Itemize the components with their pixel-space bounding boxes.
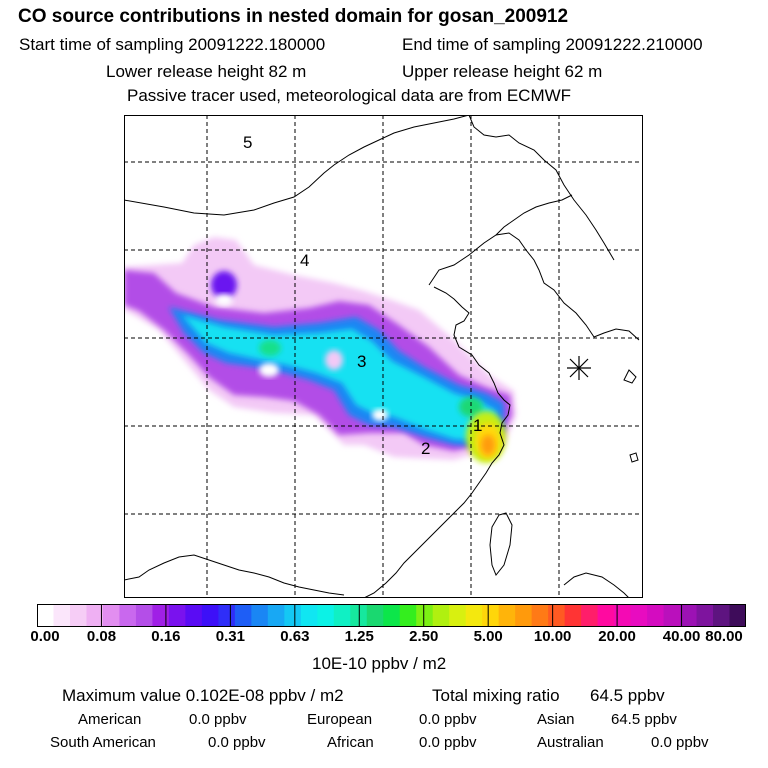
colorbar-cell [614, 604, 632, 627]
map-panel: 5 4 3 2 1 [124, 115, 643, 598]
source-value-european: 0.0 ppbv [419, 711, 477, 728]
colorbar-cell [548, 604, 566, 627]
colorbar-cell [119, 604, 137, 627]
colorbar-cell [416, 604, 434, 627]
source-label-american: American [78, 711, 142, 728]
colorbar-cell [515, 604, 533, 627]
colorbar-tick-label: 0.31 [215, 628, 245, 645]
colorbar-cell [333, 604, 351, 627]
colorbar-cell [564, 604, 582, 627]
colorbar-cell [37, 604, 55, 627]
colorbar-tick-label: 10.00 [533, 628, 572, 645]
colorbar-tick-label: 1.25 [344, 628, 374, 645]
region-label: 5 [243, 133, 252, 152]
colorbar-tick-label: 0.08 [86, 628, 117, 645]
upper-release-height: Upper release height 62 m [402, 62, 603, 81]
colorbar-cell [663, 604, 681, 627]
maximum-value: Maximum value 0.102E-08 ppbv / m2 [62, 686, 344, 705]
colorbar-cell [267, 604, 285, 627]
start-time: Start time of sampling 20091222.180000 [19, 35, 326, 54]
colorbar-cell [597, 604, 615, 627]
graticule [124, 115, 643, 598]
colorbar [37, 604, 746, 627]
plume-field [124, 237, 516, 463]
colorbar-cell [152, 604, 170, 627]
receptor-asterisk-icon [567, 356, 591, 380]
colorbar-tick-label: 0.16 [151, 628, 181, 645]
colorbar-cell [465, 604, 483, 627]
region-label: 3 [357, 352, 366, 371]
colorbar-cell [69, 604, 88, 627]
colorbar-tick-label: 20.00 [598, 628, 636, 645]
colorbar-cell [102, 604, 121, 627]
colorbar-cell [300, 604, 318, 627]
source-label-european: European [307, 711, 373, 728]
colorbar-cell [284, 604, 302, 627]
colorbar-cell [168, 604, 186, 627]
colorbar-cell [86, 604, 104, 627]
colorbar-cell [185, 604, 203, 627]
source-label-south-american: South American [50, 734, 156, 751]
source-label-australian: Australian [537, 734, 604, 751]
colorbar-cell [53, 604, 71, 627]
colorbar-cell [647, 604, 665, 627]
source-value-african: 0.0 ppbv [419, 734, 477, 751]
colorbar-cell [234, 604, 252, 627]
colorbar-tick-label: 0.63 [280, 628, 310, 645]
colorbar-cell [581, 604, 599, 627]
colorbar-cell [696, 604, 714, 627]
colorbar-cell [680, 604, 698, 627]
colorbar-cell [482, 604, 500, 627]
region-label: 4 [300, 251, 309, 270]
map-frame [124, 115, 643, 598]
region-label: 2 [421, 439, 430, 458]
colorbar-cell [713, 604, 731, 627]
map-title: CO source contributions in nested domain… [18, 6, 569, 27]
colorbar-cell [531, 604, 549, 627]
end-time: End time of sampling 20091222.210000 [402, 35, 703, 54]
colorbar-cell [218, 604, 236, 627]
colorbar-cell [449, 604, 467, 627]
colorbar-cell [630, 604, 648, 627]
tracer-note: Passive tracer used, meteorological data… [127, 86, 572, 105]
colorbar-cell [201, 604, 219, 627]
colorbar-cell [317, 604, 335, 627]
colorbar-tick-label: 0.00 [30, 628, 60, 645]
source-value-south-american: 0.0 ppbv [208, 734, 266, 751]
colorbar-cell [432, 604, 450, 627]
colorbar-tick-label: 80.00 [705, 628, 743, 645]
region-label: 1 [473, 416, 482, 435]
colorbar-cell [498, 604, 516, 627]
source-value-american: 0.0 ppbv [189, 711, 247, 728]
colorbar-tick-label: 5.00 [473, 628, 503, 645]
colorbar-cell [383, 604, 401, 627]
total-mixing-label: Total mixing ratio [432, 686, 560, 705]
colorbar-cell [135, 604, 154, 627]
colorbar-tick-label: 40.00 [662, 628, 701, 645]
lower-release-height: Lower release height 82 m [106, 62, 307, 81]
colorbar-tick-label: 2.50 [409, 628, 439, 645]
source-value-australian: 0.0 ppbv [651, 734, 709, 751]
colorbar-cell [729, 604, 746, 627]
source-label-asian: Asian [537, 711, 575, 728]
colorbar-cell [366, 604, 384, 627]
source-label-african: African [327, 734, 374, 751]
source-value-asian: 64.5 ppbv [611, 711, 677, 728]
colorbar-cell [399, 604, 417, 627]
coastlines [124, 115, 640, 598]
colorbar-cell [251, 604, 269, 627]
total-mixing-value: 64.5 ppbv [590, 686, 665, 705]
colorbar-unit: 10E-10 ppbv / m2 [312, 654, 447, 673]
